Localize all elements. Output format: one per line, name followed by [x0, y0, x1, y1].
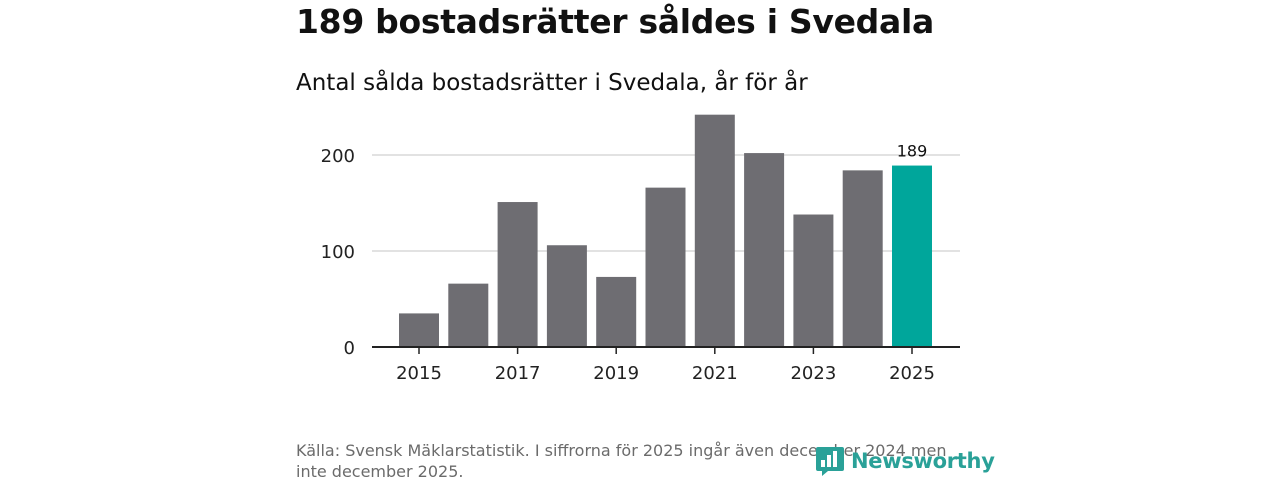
bar-2020: [645, 187, 686, 347]
bar-2025: [892, 165, 932, 347]
x-axis-ticks: 2015 2017 2019 2021 2023 2025: [396, 347, 935, 384]
bar-2018: [546, 245, 587, 347]
brand-name: Newsworthy: [851, 449, 995, 473]
chart-subtitle: Antal sålda bostadsrätter i Svedala, år …: [296, 70, 808, 96]
x-tick-label-2023: 2023: [790, 363, 836, 384]
bar-2023: [793, 214, 834, 347]
bar-2019: [596, 276, 637, 347]
source-note: Källa: Svensk Mäklarstatistik. I siffror…: [296, 441, 947, 481]
y-tick-label-100: 100: [321, 242, 355, 263]
x-tick-label-2015: 2015: [396, 363, 442, 384]
bar-2016: [448, 283, 489, 347]
bar-2022: [744, 153, 785, 347]
newsworthy-logo-icon: [816, 447, 844, 476]
x-tick-label-2019: 2019: [593, 363, 639, 384]
y-tick-label-0: 0: [344, 338, 355, 359]
brand-logo: Newsworthy: [815, 445, 995, 477]
bar-2024: [842, 170, 883, 347]
bars: [399, 114, 932, 348]
data-labels: 189: [897, 142, 928, 161]
x-tick-label-2017: 2017: [495, 363, 541, 384]
bar-2021: [694, 114, 735, 348]
data-label-2025: 189: [897, 142, 928, 161]
y-axis-ticks: 0 100 200: [321, 146, 355, 359]
bar-2017: [497, 202, 538, 347]
y-tick-label-200: 200: [321, 146, 355, 167]
bar-2015: [399, 313, 439, 347]
x-tick-label-2025: 2025: [889, 363, 935, 384]
chart-headline: 189 bostadsrätter såldes i Svedala: [296, 2, 934, 41]
bar-chart: 0 100 200 189 2015 2017 2019 2021 2023 2025: [321, 114, 960, 384]
x-tick-label-2021: 2021: [692, 363, 738, 384]
